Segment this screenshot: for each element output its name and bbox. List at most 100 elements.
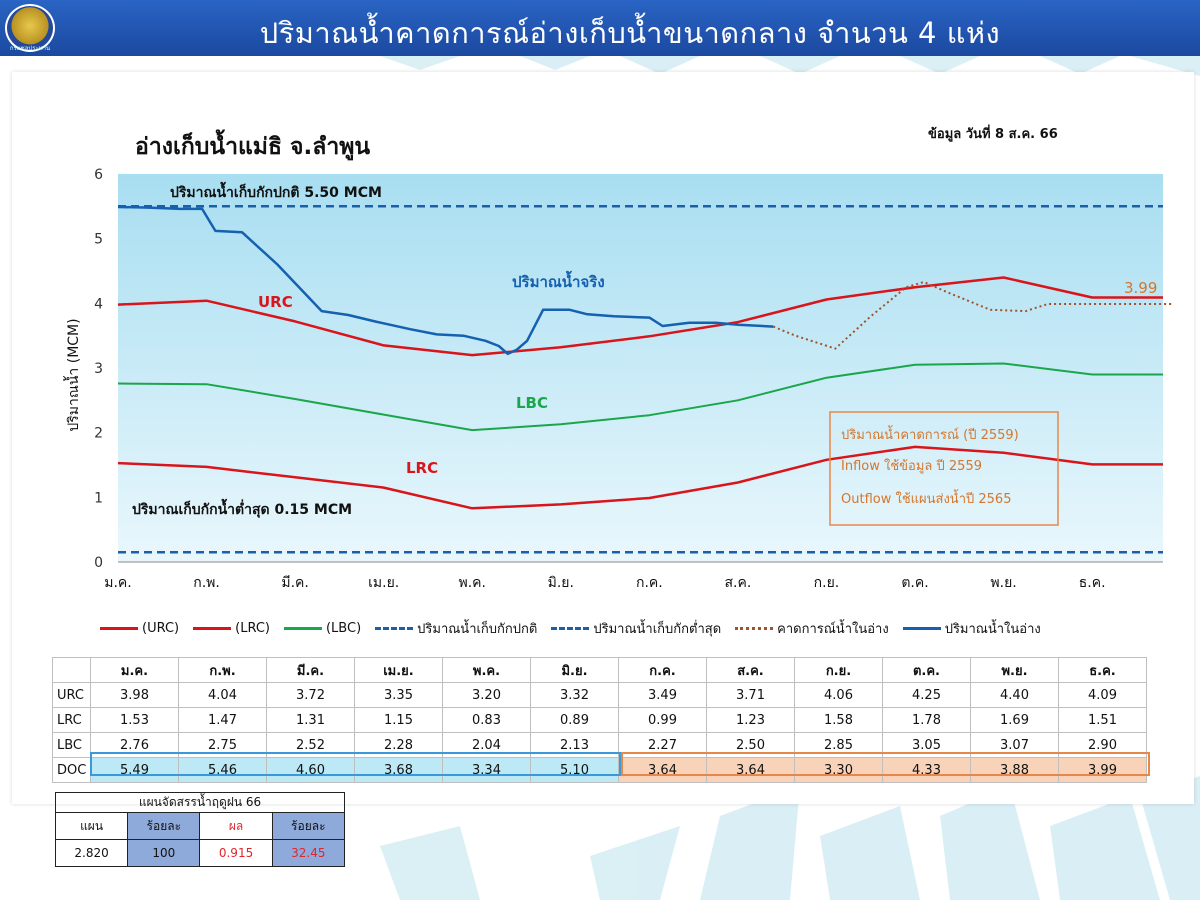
table-row: DOC 5.49 5.46 4.60 3.68 3.34 5.10 3.64 3.64 3.30 4…: [52, 757, 1147, 783]
table-month-header: พ.ค.: [442, 657, 531, 683]
plan-header: ผล: [199, 812, 273, 840]
y-tick-label: 1: [94, 490, 103, 506]
legend-swatch: [902, 626, 941, 630]
legend-item: ปริมาณน้ำเก็บกักต่ำสุด: [551, 618, 721, 639]
legend-item: (LRC): [193, 621, 270, 636]
y-tick-label: 3: [94, 361, 103, 377]
table-cell: 4.60: [266, 757, 355, 783]
table-row-label: URC: [52, 682, 91, 708]
legend-swatch: [193, 626, 232, 630]
data-date: ข้อมูล วันที่ 8 ส.ค. 66: [928, 127, 1058, 142]
lbc-label: LBC: [516, 394, 548, 412]
x-tick-label: ก.ย.: [814, 575, 840, 591]
table-month-header: ก.พ.: [178, 657, 267, 683]
table-row: URC 3.98 4.04 3.72 3.35 3.20 3.32 3.49 3.71 4.06 4…: [52, 682, 1147, 708]
plan-table: แผนจัดสรรน้ำฤดูฝน 66 แผน ร้อยละ ผล ร้อยล…: [54, 792, 346, 867]
end-value-label: 3.99: [1124, 279, 1157, 297]
y-axis-label: ปริมาณน้ำ (MCM): [63, 318, 82, 431]
table-month-header: ม.ค.: [90, 657, 179, 683]
table-cell: 5.46: [178, 757, 267, 783]
department-logo: [5, 4, 55, 52]
legend-swatch: [283, 626, 322, 630]
table-row: LBC 2.76 2.75 2.52 2.28 2.04 2.13 2.27 2.50 2.85 3…: [52, 732, 1147, 758]
legend-item: (LBC): [283, 620, 362, 636]
table-cell: 3.20: [442, 682, 531, 708]
legend-item: ปริมาณน้ำในอ่าง: [902, 618, 1041, 639]
y-tick-label: 0: [94, 555, 103, 571]
series-line-lrc: [117, 445, 1163, 510]
forecast-note-line-3: Outflow ใช้แผนส่งน้ำปี 2565: [841, 489, 1011, 507]
series-line-actual: [117, 205, 774, 356]
table-cell: 1.15: [354, 707, 443, 733]
table-cell: 3.64: [706, 757, 795, 783]
plan-value: 0.915: [199, 839, 273, 867]
x-tick-label: พ.ย.: [990, 575, 1016, 591]
legend-swatch: [375, 626, 414, 630]
x-tick-label: ส.ค.: [725, 575, 752, 591]
plan-value: 100: [127, 839, 201, 867]
data-table: ม.ค. ก.พ. มี.ค. เม.ย. พ.ค. มิ.ย. ก.ค. ส.ค. ก.ย. ต…: [52, 657, 1147, 783]
table-cell: 3.98: [90, 682, 179, 708]
table-cell: 3.64: [618, 757, 707, 783]
table-cell: 0.83: [442, 707, 531, 733]
doc-forecast-highlight: [621, 752, 1150, 776]
table-cell: 1.53: [90, 707, 179, 733]
table-header-row: ม.ค. ก.พ. มี.ค. เม.ย. พ.ค. มิ.ย. ก.ค. ส.ค. ก.ย. ต…: [52, 657, 1147, 683]
series-line-forecast: [772, 281, 1172, 350]
table-cell: 3.30: [794, 757, 883, 783]
x-tick-label: ต.ค.: [901, 575, 928, 591]
plot-area: [118, 174, 1163, 562]
legend-label: (LBC): [325, 620, 362, 636]
legend-label: ปริมาณน้ำในอ่าง: [944, 621, 1041, 637]
actual-water-label: ปริมาณน้ำจริง: [512, 270, 605, 291]
legend-item: ปริมาณน้ำเก็บกักปกติ: [375, 618, 537, 639]
table-cell: 4.06: [794, 682, 883, 708]
table-month-header: พ.ย.: [970, 657, 1059, 683]
series-line-lbc: [117, 362, 1163, 432]
legend-label: (URC): [142, 620, 180, 636]
table-cell: 0.99: [618, 707, 707, 733]
table-cell: 4.33: [882, 757, 971, 783]
table-cell: 0.89: [530, 707, 619, 733]
table-cell: 4.40: [970, 682, 1059, 708]
table-month-header: ก.ค.: [618, 657, 707, 683]
table-month-header: เม.ย.: [354, 657, 443, 683]
lrc-label: LRC: [406, 459, 438, 477]
table-cell: 3.32: [530, 682, 619, 708]
table-cell: 1.31: [266, 707, 355, 733]
series-line-urc: [117, 276, 1163, 357]
logo-caption: กรมชลประทาน: [9, 45, 51, 52]
header-bar: กรมชลประทาน ปริมาณน้ำคาดการณ์อ่างเก็บน้ำ…: [0, 0, 1200, 56]
table-cell: 5.10: [530, 757, 619, 783]
table-cell: 3.71: [706, 682, 795, 708]
table-row-label: LRC: [52, 707, 91, 733]
y-tick-label: 5: [94, 232, 103, 248]
forecast-note-box: [829, 411, 1059, 526]
table-cell: 1.69: [970, 707, 1059, 733]
table-cell: 4.25: [882, 682, 971, 708]
table-cell: 3.99: [1058, 757, 1147, 783]
plan-value: 2.820: [54, 839, 129, 867]
table-cell: 4.04: [178, 682, 267, 708]
table-cell: 4.09: [1058, 682, 1147, 708]
legend-label: (LRC): [235, 620, 270, 636]
y-tick-label: 4: [94, 296, 103, 312]
legend-swatch: [551, 626, 590, 630]
legend-item: (URC): [100, 621, 179, 636]
table-cell: 1.23: [706, 707, 795, 733]
x-tick-label: ธ.ค.: [1079, 575, 1106, 591]
legend-label: ปริมาณน้ำเก็บกักต่ำสุด: [593, 621, 722, 637]
table-row-label: LBC: [52, 732, 91, 758]
doc-observed-highlight: [90, 752, 621, 776]
y-tick-label: 6: [94, 167, 103, 183]
plan-title: แผนจัดสรรน้ำฤดูฝน 66: [55, 792, 345, 813]
x-tick-label: เม.ย.: [368, 575, 399, 591]
x-tick-label: มิ.ย.: [548, 575, 574, 591]
normal-storage-label: ปริมาณน้ำเก็บกักปกติ 5.50 MCM: [170, 181, 382, 201]
table-cell: 1.78: [882, 707, 971, 733]
legend-label: คาดการณ์น้ำในอ่าง: [777, 621, 889, 637]
table-month-header: มี.ค.: [266, 657, 355, 683]
table-month-header: มิ.ย.: [530, 657, 619, 683]
table-month-header: ต.ค.: [882, 657, 971, 683]
